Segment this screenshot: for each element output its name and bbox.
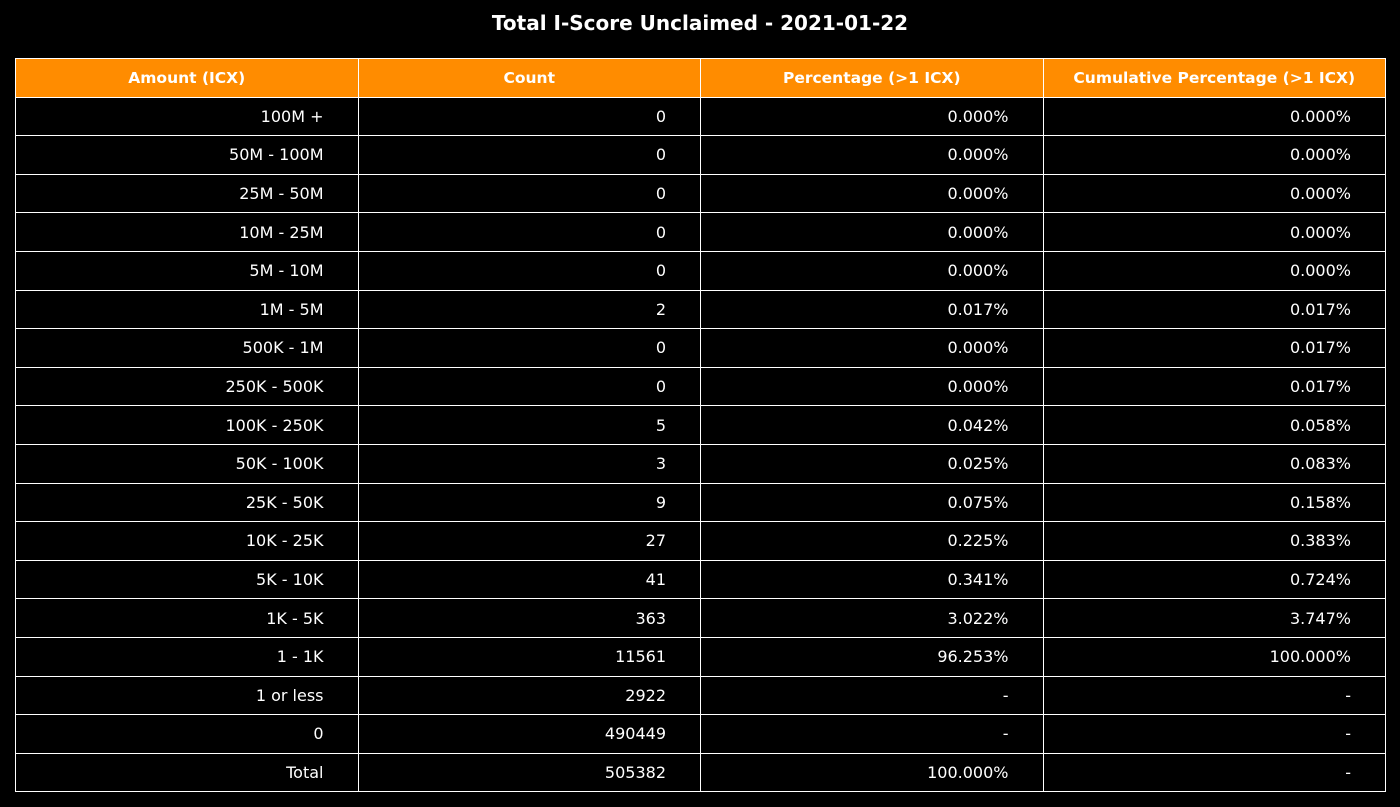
cell-cumulative-percentage: 0.017%	[1042, 366, 1386, 407]
cell-count: 11561	[357, 636, 701, 677]
table-row: 50K - 100K 3 0.025% 0.083%	[15, 443, 1386, 484]
cell-percentage: 3.022%	[700, 598, 1044, 638]
table-row: 5M - 10M 0 0.000% 0.000%	[15, 250, 1386, 291]
column-header-amount: Amount (ICX)	[15, 58, 359, 98]
cell-cumulative-percentage: 0.000%	[1042, 135, 1386, 175]
cell-amount: 25K - 50K	[15, 482, 359, 523]
cell-percentage: 0.075%	[700, 482, 1044, 523]
table-row: 25K - 50K 9 0.075% 0.158%	[15, 482, 1386, 523]
cell-percentage: 0.341%	[700, 559, 1044, 600]
cell-percentage: 0.000%	[700, 96, 1044, 137]
iscore-table: Amount (ICX) Count Percentage (>1 ICX) Cumu…	[15, 58, 1386, 793]
cell-percentage: -	[700, 714, 1044, 754]
cell-amount: 1 or less	[15, 675, 359, 716]
cell-count: 0	[357, 250, 701, 291]
cell-cumulative-percentage: 0.017%	[1042, 328, 1386, 368]
cell-percentage: 0.000%	[700, 212, 1044, 252]
table-row: 10K - 25K 27 0.225% 0.383%	[15, 521, 1386, 561]
cell-cumulative-percentage: 3.747%	[1042, 598, 1386, 638]
cell-count: 27	[357, 521, 701, 561]
cell-amount: 50K - 100K	[15, 443, 359, 484]
column-header-percentage: Percentage (>1 ICX)	[700, 58, 1044, 98]
cell-percentage: 0.225%	[700, 521, 1044, 561]
cell-count: 0	[357, 212, 701, 252]
cell-cumulative-percentage: -	[1042, 675, 1386, 716]
cell-percentage: 0.000%	[700, 173, 1044, 214]
cell-amount: 10K - 25K	[15, 521, 359, 561]
cell-count: 363	[357, 598, 701, 638]
cell-cumulative-percentage: 0.083%	[1042, 443, 1386, 484]
header-row: Amount (ICX) Count Percentage (>1 ICX) Cumu…	[15, 58, 1386, 98]
cell-cumulative-percentage: 0.017%	[1042, 289, 1386, 330]
cell-cumulative-percentage: -	[1042, 714, 1386, 754]
cell-cumulative-percentage: 0.058%	[1042, 405, 1386, 445]
table-row: 0 490449- -	[15, 714, 1386, 754]
cell-amount: 0	[15, 714, 359, 754]
table-row: 1M - 5M 2 0.017% 0.017%	[15, 289, 1386, 330]
cell-count: 0	[357, 173, 701, 214]
table-body: 100M +0 0.000% 0.000% 50M - 100M 0 0.000% 0.00…	[15, 96, 1386, 793]
cell-count: 505382	[357, 752, 701, 793]
cell-count: 9	[357, 482, 701, 523]
table-row: Total 505382 100.000% -	[15, 752, 1386, 793]
cell-count: 0	[357, 135, 701, 175]
cell-amount: 100M +	[15, 96, 359, 137]
cell-cumulative-percentage: 0.158%	[1042, 482, 1386, 523]
cell-amount: 10M - 25M	[15, 212, 359, 252]
table-row: 250K - 500K 0 0.000% 0.017%	[15, 366, 1386, 407]
table-row: 1 or less 2922- -	[15, 675, 1386, 716]
cell-count: 0	[357, 96, 701, 137]
table-row: 5K - 10K 41 0.341% 0.724%	[15, 559, 1386, 600]
cell-percentage: 0.042%	[700, 405, 1044, 445]
cell-count: 5	[357, 405, 701, 445]
cell-count: 0	[357, 328, 701, 368]
cell-amount: 250K - 500K	[15, 366, 359, 407]
table-row: 100M +0 0.000% 0.000%	[15, 96, 1386, 137]
cell-percentage: 0.000%	[700, 328, 1044, 368]
cell-amount: 1 - 1K	[15, 636, 359, 677]
cell-percentage: 100.000%	[700, 752, 1044, 793]
table-row: 1 - 1K 11561 96.253% 100.000%	[15, 636, 1386, 677]
cell-amount: 1M - 5M	[15, 289, 359, 330]
cell-count: 3	[357, 443, 701, 484]
cell-percentage: 0.000%	[700, 366, 1044, 407]
cell-count: 2922	[357, 675, 701, 716]
cell-percentage: -	[700, 675, 1044, 716]
cell-percentage: 0.000%	[700, 135, 1044, 175]
cell-count: 490449	[357, 714, 701, 754]
cell-amount: 1K - 5K	[15, 598, 359, 638]
cell-percentage: 0.000%	[700, 250, 1044, 291]
cell-amount: 50M - 100M	[15, 135, 359, 175]
cell-count: 2	[357, 289, 701, 330]
cell-amount: 100K - 250K	[15, 405, 359, 445]
cell-percentage: 0.025%	[700, 443, 1044, 484]
cell-cumulative-percentage: 100.000%	[1042, 636, 1386, 677]
table-row: 25M - 50M 0 0.000% 0.000%	[15, 173, 1386, 214]
cell-cumulative-percentage: 0.000%	[1042, 212, 1386, 252]
table-row: 50M - 100M 0 0.000% 0.000%	[15, 135, 1386, 175]
chart-title: Total I-Score Unclaimed - 2021-01-22	[491, 11, 909, 35]
cell-cumulative-percentage: 0.724%	[1042, 559, 1386, 600]
column-header-count: Count	[357, 58, 701, 98]
cell-amount: 5M - 10M	[15, 250, 359, 291]
table-row: 1K - 5K 363 3.022% 3.747%	[15, 598, 1386, 638]
cell-count: 0	[357, 366, 701, 407]
column-header-cumulative-percentage: Cumulative Percentage (>1 ICX)	[1042, 58, 1386, 98]
table-row: 500K - 1M 0 0.000% 0.017%	[15, 328, 1386, 368]
cell-count: 41	[357, 559, 701, 600]
cell-amount: Total	[15, 752, 359, 793]
cell-amount: 5K - 10K	[15, 559, 359, 600]
cell-cumulative-percentage: 0.383%	[1042, 521, 1386, 561]
table-row: 100K - 250K 5 0.042% 0.058%	[15, 405, 1386, 445]
cell-amount: 500K - 1M	[15, 328, 359, 368]
cell-cumulative-percentage: 0.000%	[1042, 96, 1386, 137]
cell-cumulative-percentage: 0.000%	[1042, 173, 1386, 214]
cell-cumulative-percentage: 0.000%	[1042, 250, 1386, 291]
cell-percentage: 96.253%	[700, 636, 1044, 677]
cell-percentage: 0.017%	[700, 289, 1044, 330]
cell-amount: 25M - 50M	[15, 173, 359, 214]
cell-cumulative-percentage: -	[1042, 752, 1386, 793]
table-row: 10M - 25M 0 0.000% 0.000%	[15, 212, 1386, 252]
